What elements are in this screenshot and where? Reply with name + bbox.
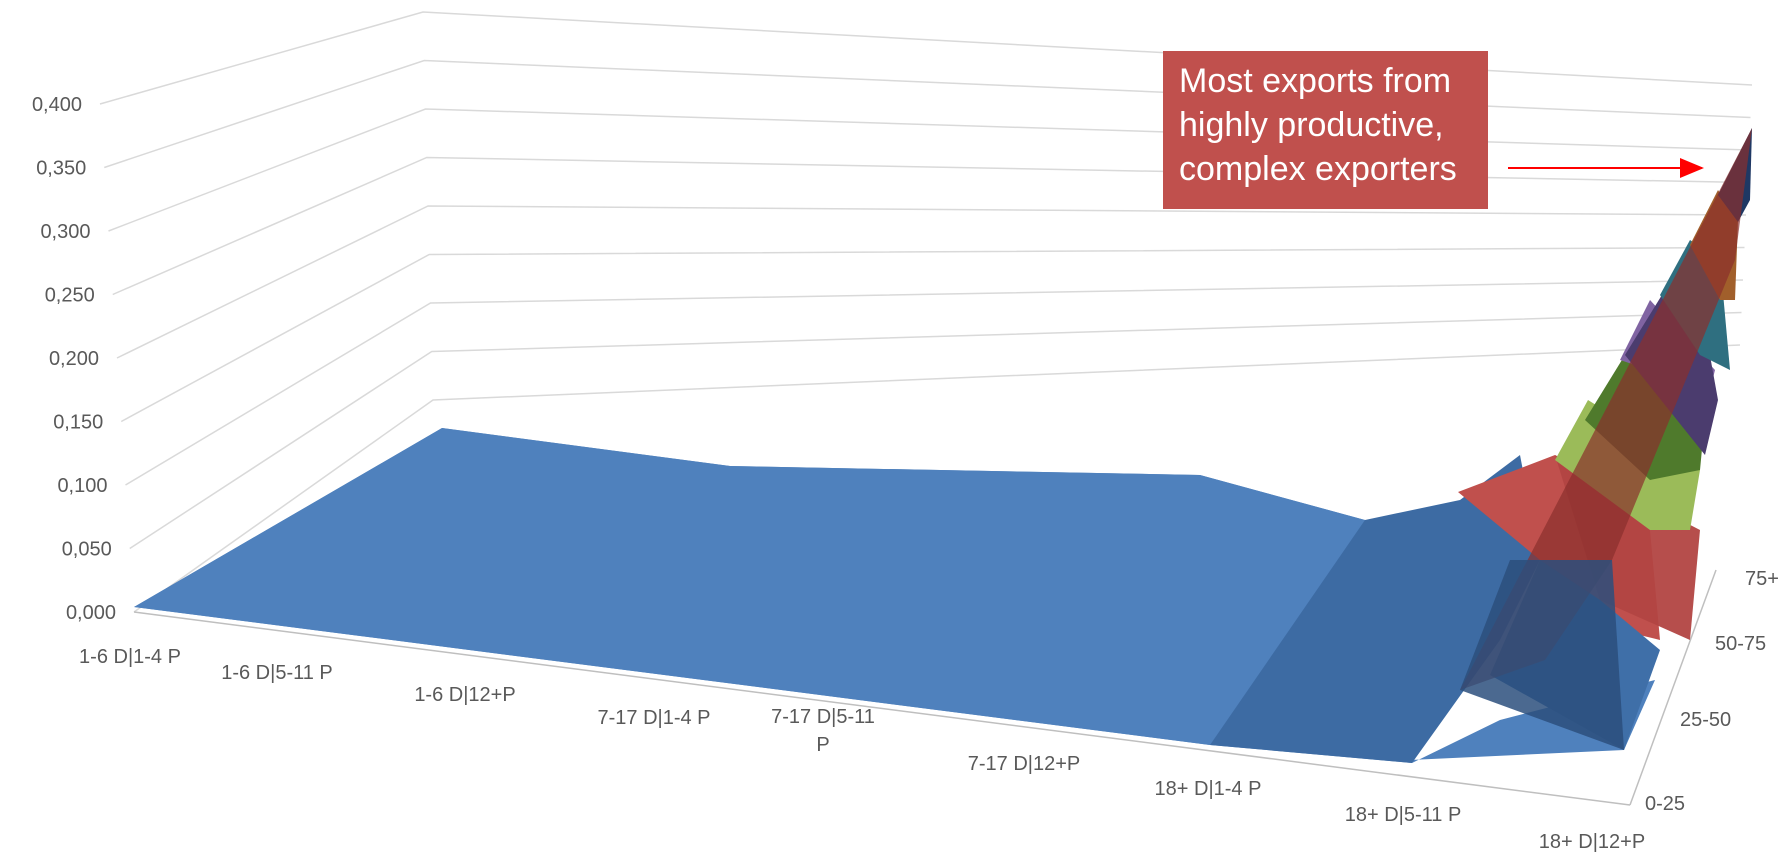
x-axis-ticks: 1-6 D|1-4 P 1-6 D|5-11 P 1-6 D|12+P 7-17 D|… bbox=[79, 646, 1645, 853]
axis-lines bbox=[133, 569, 1717, 806]
gridline bbox=[116, 205, 1747, 359]
y-tick-label: 0,100 bbox=[57, 475, 107, 497]
annotation-line-3: complex exporters bbox=[1179, 150, 1457, 188]
gridline bbox=[133, 344, 1741, 613]
x-tick-label: 7-17 D|1-4 P bbox=[597, 707, 710, 729]
x-tick-label: 1-6 D|1-4 P bbox=[79, 646, 181, 668]
depth-tick-label: 75+ bbox=[1745, 568, 1779, 590]
y-tick-label: 0,150 bbox=[53, 412, 103, 434]
x-tick-label: 18+ D|12+P bbox=[1539, 831, 1645, 853]
gridline bbox=[104, 59, 1751, 169]
x-tick-label: 7-17 D|12+P bbox=[968, 753, 1081, 775]
depth-axis-ticks: 0-25 25-50 50-75 75+ bbox=[1645, 568, 1779, 815]
gridlines bbox=[99, 11, 1753, 613]
y-tick-label: 0,300 bbox=[40, 221, 90, 243]
annotation-line-2: highly productive, bbox=[1179, 106, 1444, 144]
surface-patch-1 bbox=[134, 428, 1365, 745]
y-tick-label: 0,350 bbox=[36, 158, 86, 180]
x-tick-label: 1-6 D|5-11 P bbox=[221, 662, 333, 684]
gridline bbox=[112, 156, 1748, 296]
depth-tick-label: 0-25 bbox=[1645, 793, 1685, 815]
y-tick-label: 0,050 bbox=[62, 539, 112, 561]
y-tick-label: 0,250 bbox=[45, 285, 95, 307]
y-tick-label: 0,000 bbox=[66, 602, 116, 624]
x-tick-label: 18+ D|5-11 P bbox=[1345, 804, 1462, 826]
y-tick-label: 0,200 bbox=[49, 348, 99, 370]
depth-tick-label: 25-50 bbox=[1680, 709, 1731, 731]
x-axis-line bbox=[133, 611, 1631, 806]
surface-patch-14 bbox=[1460, 560, 1624, 750]
annotation-line-1: Most exports from bbox=[1179, 62, 1452, 100]
y-axis-ticks: 0,000 0,050 0,100 0,150 0,200 0,250 0,300 0,350… bbox=[32, 94, 116, 624]
depth-axis-line bbox=[1629, 569, 1717, 806]
depth-tick-label: 50-75 bbox=[1715, 633, 1766, 655]
y-tick-label: 0,400 bbox=[32, 94, 82, 116]
x-tick-label: 1-6 D|12+P bbox=[414, 684, 515, 706]
gridline bbox=[125, 279, 1744, 486]
x-tick-label: 18+ D|1-4 P bbox=[1155, 778, 1262, 800]
surface-patch-2 bbox=[1210, 455, 1540, 763]
gridline bbox=[99, 11, 1753, 105]
surface bbox=[134, 128, 1752, 763]
gridline bbox=[120, 246, 1745, 423]
annotation-box: Most exports from highly productive, com… bbox=[1163, 51, 1488, 209]
surface-patch-13 bbox=[1460, 128, 1752, 690]
x-tick-label: 7-17 D|5-11 P bbox=[771, 706, 875, 756]
gridline bbox=[129, 311, 1742, 550]
